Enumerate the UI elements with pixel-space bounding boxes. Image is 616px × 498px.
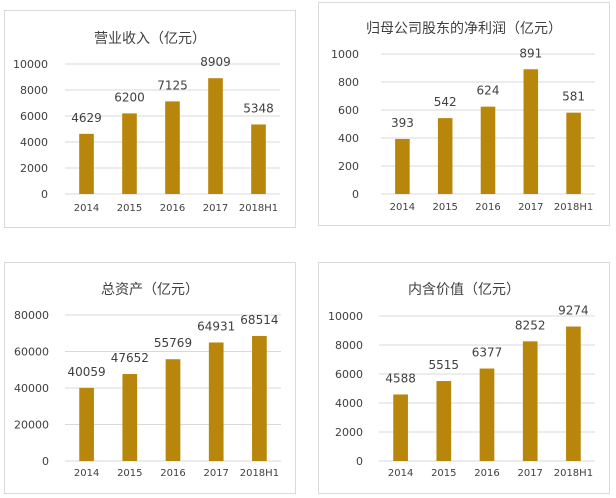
x-tick-label: 2018H1 [240,468,279,479]
chart-title: 归母公司股东的净利润（亿元） [366,21,562,37]
y-tick-label: 10000 [328,310,363,323]
bar [437,118,453,194]
x-tick-label: 2014 [390,202,415,213]
x-tick-label: 2017 [517,468,542,479]
data-label: 55769 [154,336,192,350]
chart-title: 内含价值（亿元） [408,282,520,298]
y-tick-label: 10000 [13,58,48,71]
x-tick-label: 2018H1 [554,468,593,479]
y-tick-label: 0 [352,188,359,201]
data-label: 9274 [558,304,589,318]
x-tick-label: 2014 [388,468,413,479]
data-label: 6377 [472,346,503,360]
y-tick-label: 400 [338,132,359,145]
bar [480,106,496,194]
data-label: 5348 [243,101,274,115]
bar [122,113,137,194]
data-label: 6200 [114,90,145,104]
y-tick-label: 2000 [335,426,363,439]
data-label: 5515 [429,358,460,372]
bar [523,69,539,194]
chart-svg-total-assets: 0 20000 40000 60000 80000 40059 2014 47652 2015 5… [14,309,281,479]
bar [522,341,538,461]
bar [436,381,452,461]
x-tick-label: 2015 [431,468,456,479]
chart-svg-revenue: 0 2000 4000 6000 8000 10000 4629 2014 6200 2015 71… [13,55,280,214]
chart-panel-total-assets: 总资产（亿元） 0 20000 40000 60000 80000 40059 2014 47… [4,262,296,494]
x-tick-label: 2017 [203,203,228,214]
y-tick-label: 2000 [20,162,48,175]
data-label: 624 [477,84,500,98]
y-tick-label: 6000 [20,110,48,123]
bar [252,335,267,461]
x-tick-label: 2014 [74,203,99,214]
y-tick-label: 800 [338,76,359,89]
x-tick-label: 2014 [74,468,99,479]
y-tick-label: 60000 [14,346,49,359]
y-tick-label: 40000 [14,382,49,395]
y-tick-label: 0 [41,188,48,201]
bar [393,394,408,461]
x-tick-label: 2018H1 [239,203,278,214]
x-tick-label: 2015 [432,202,457,213]
bar [251,124,266,194]
chart-title: 总资产（亿元） [101,282,199,298]
bar [395,138,410,194]
data-label: 40059 [68,365,106,379]
y-tick-label: 4000 [335,397,363,410]
y-tick-label: 600 [338,104,359,117]
x-tick-label: 2016 [160,468,185,479]
data-label: 47652 [111,351,149,365]
bar [79,387,94,461]
y-tick-label: 0 [42,455,49,468]
bar [566,326,581,461]
data-label: 4629 [71,111,102,125]
data-label: 7125 [157,78,188,92]
y-tick-label: 0 [356,455,363,468]
y-tick-label: 8000 [335,339,363,352]
x-tick-label: 2017 [518,202,543,213]
y-tick-label: 80000 [14,309,49,322]
bar [79,133,94,194]
x-tick-label: 2017 [203,468,228,479]
data-label: 4588 [385,371,416,385]
data-label: 8252 [515,318,546,332]
chart-panel-revenue: 营业收入（亿元） 0 2000 4000 6000 8000 10000 4629 2014 6… [4,10,296,228]
x-tick-label: 2015 [117,203,142,214]
bar [165,359,181,461]
data-label: 891 [519,46,542,60]
x-tick-label: 2018H1 [554,202,593,213]
y-tick-label: 8000 [20,84,48,97]
y-tick-label: 1000 [331,48,359,61]
chart-panel-embedded-value: 内含价值（亿元） 0 2000 4000 6000 8000 10000 4588 2014 5… [318,262,610,494]
chart-panel-net-profit: 归母公司股东的净利润（亿元） 0 200 400 600 800 1000 393 2014 5… [318,2,610,226]
bar [165,101,180,194]
y-tick-label: 4000 [20,136,48,149]
data-label: 581 [562,90,585,104]
chart-svg-embedded-value: 0 2000 4000 6000 8000 10000 4588 2014 5515 2015 63… [328,304,595,479]
data-label: 393 [391,116,414,130]
data-label: 68514 [240,313,278,327]
y-tick-label: 20000 [14,419,49,432]
chart-title: 营业收入（亿元） [94,31,206,47]
bar [479,368,495,461]
bar [566,112,581,194]
bar [208,78,223,194]
bar [208,342,224,461]
data-label: 542 [434,95,457,109]
x-tick-label: 2016 [160,203,185,214]
x-tick-label: 2016 [474,468,499,479]
chart-svg-net-profit: 0 200 400 600 800 1000 393 2014 542 2015 624 2016 89… [331,46,595,213]
y-tick-label: 200 [338,160,359,173]
x-tick-label: 2015 [117,468,142,479]
data-label: 8909 [200,55,231,69]
y-tick-label: 6000 [335,368,363,381]
bar [122,374,138,461]
x-tick-label: 2016 [475,202,500,213]
data-label: 64931 [197,320,235,334]
